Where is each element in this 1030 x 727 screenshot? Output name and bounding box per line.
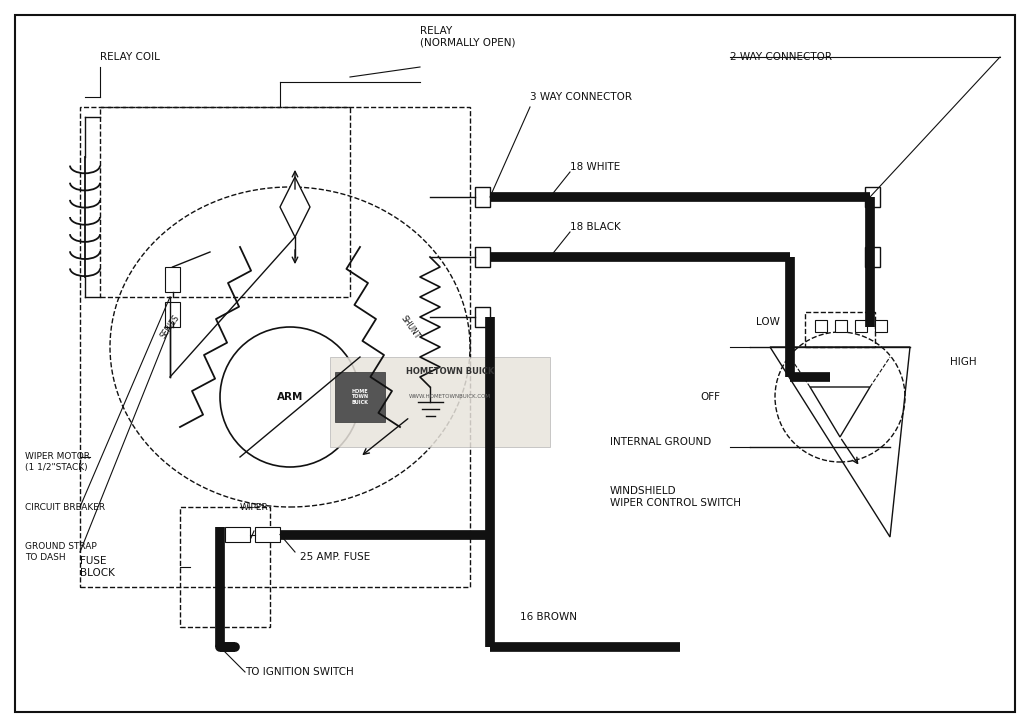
Circle shape	[775, 332, 905, 462]
Bar	[225, 527, 250, 542]
Text: CIRCUIT BREAKER: CIRCUIT BREAKER	[25, 502, 105, 512]
Text: GROUND STRAP
TO DASH: GROUND STRAP TO DASH	[25, 542, 97, 562]
Bar	[865, 187, 880, 207]
Circle shape	[220, 327, 360, 467]
Bar	[805, 312, 876, 347]
Bar	[165, 267, 180, 292]
Bar	[835, 320, 847, 332]
Text: WIPER MOTOR
(1 1/2"STACK): WIPER MOTOR (1 1/2"STACK)	[25, 452, 90, 472]
Bar	[865, 247, 880, 267]
Polygon shape	[280, 177, 310, 237]
Bar	[855, 320, 867, 332]
Text: HIGH: HIGH	[950, 357, 976, 367]
Bar	[876, 320, 887, 332]
Text: WWW.HOMETOWNBUICK.COM: WWW.HOMETOWNBUICK.COM	[409, 395, 491, 400]
Text: WINDSHIELD
WIPER CONTROL SWITCH: WINDSHIELD WIPER CONTROL SWITCH	[610, 486, 741, 507]
Text: 25 AMP. FUSE: 25 AMP. FUSE	[300, 552, 370, 562]
Text: RELAY COIL: RELAY COIL	[100, 52, 160, 62]
Text: WIPER: WIPER	[240, 502, 269, 512]
Text: OFF: OFF	[700, 392, 720, 402]
Text: 18 BLACK: 18 BLACK	[570, 222, 621, 232]
Text: ARM: ARM	[277, 392, 303, 402]
Text: RELAY
(NORMALLY OPEN): RELAY (NORMALLY OPEN)	[420, 26, 515, 48]
Text: SERIES: SERIES	[159, 313, 181, 340]
Text: HOMETOWN BUICK: HOMETOWN BUICK	[406, 368, 494, 377]
Text: 18 WHITE: 18 WHITE	[570, 162, 620, 172]
Text: SHUNT: SHUNT	[399, 313, 421, 340]
Bar	[475, 307, 490, 327]
Bar	[165, 302, 180, 327]
Text: HOME
TOWN
BUICK: HOME TOWN BUICK	[351, 389, 369, 405]
Text: 2 WAY CONNECTOR: 2 WAY CONNECTOR	[730, 52, 832, 62]
Text: TO IGNITION SWITCH: TO IGNITION SWITCH	[245, 667, 353, 677]
Bar	[255, 527, 280, 542]
Text: 16 BROWN: 16 BROWN	[520, 612, 577, 622]
Text: LOW: LOW	[756, 317, 780, 327]
Bar	[330, 357, 550, 447]
Bar	[815, 320, 827, 332]
Bar	[475, 247, 490, 267]
Bar	[475, 187, 490, 207]
Text: 3 WAY CONNECTOR: 3 WAY CONNECTOR	[530, 92, 632, 102]
Text: FUSE
BLOCK: FUSE BLOCK	[80, 556, 115, 578]
Bar	[335, 372, 385, 422]
Text: INTERNAL GROUND: INTERNAL GROUND	[610, 437, 712, 447]
